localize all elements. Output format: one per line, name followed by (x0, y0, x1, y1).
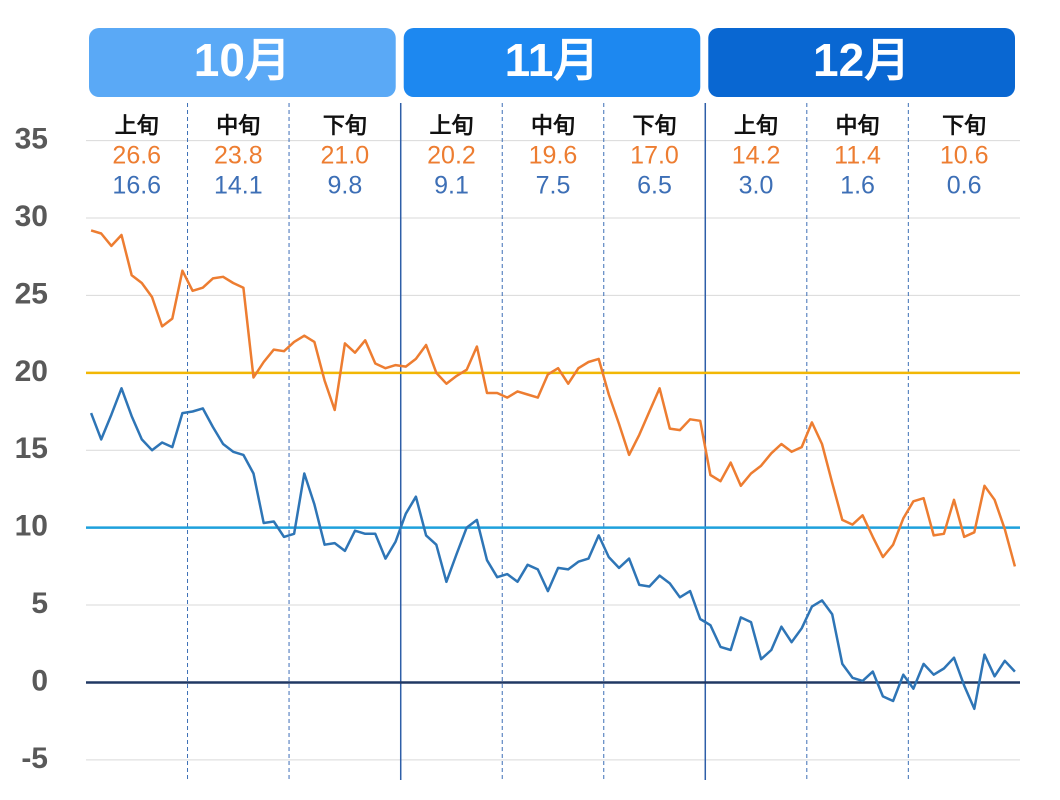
decade-min: 9.1 (434, 172, 469, 200)
decade-max: 19.6 (529, 142, 578, 170)
decade-label: 下旬 (323, 113, 367, 138)
y-tick-label: 10 (15, 510, 48, 543)
decade-label: 中旬 (836, 113, 880, 138)
y-tick-label: 25 (15, 277, 48, 310)
decade-min: 3.0 (739, 172, 774, 200)
decade-max: 20.2 (427, 142, 476, 170)
month-label: 10月 (194, 34, 291, 86)
decade-min: 1.6 (840, 172, 875, 200)
month-header (708, 28, 1015, 97)
decade-label: 上旬 (115, 113, 159, 138)
decade-max: 21.0 (321, 142, 370, 170)
y-tick-label: 30 (15, 200, 48, 233)
month-header (89, 28, 396, 97)
decade-label: 上旬 (429, 113, 473, 138)
month-label: 11月 (505, 34, 600, 86)
decade-max: 26.6 (112, 142, 161, 170)
y-tick-label: 5 (31, 587, 48, 620)
decade-min: 16.6 (112, 172, 161, 200)
y-tick-label: -5 (21, 742, 48, 775)
decade-label: 中旬 (216, 113, 260, 138)
decade-min: 9.8 (327, 172, 362, 200)
decade-max: 17.0 (630, 142, 679, 170)
decade-max: 23.8 (214, 142, 263, 170)
decade-max: 14.2 (732, 142, 781, 170)
decade-min: 0.6 (947, 172, 982, 200)
decade-label: 下旬 (633, 113, 677, 138)
decade-min: 7.5 (536, 172, 571, 200)
decade-label: 下旬 (942, 113, 986, 138)
decade-max: 11.4 (834, 142, 881, 170)
y-tick-label: 0 (31, 664, 48, 697)
decade-min: 14.1 (214, 172, 263, 200)
month-label: 12月 (813, 34, 910, 86)
decade-label: 上旬 (734, 113, 778, 138)
y-tick-label: 15 (15, 432, 48, 465)
series-line (90, 229, 1017, 567)
decade-max: 10.6 (940, 142, 989, 170)
decade-min: 6.5 (637, 172, 672, 200)
y-tick-label: 35 (15, 123, 48, 156)
decade-label: 中旬 (531, 113, 575, 138)
month-header (403, 28, 701, 97)
y-tick-label: 20 (15, 355, 48, 388)
series-line (89, 387, 1016, 711)
